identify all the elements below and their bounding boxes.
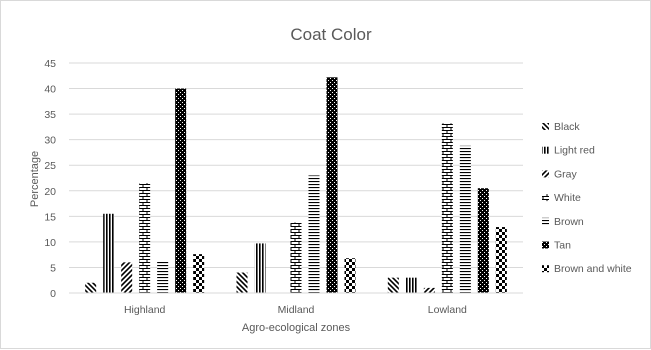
legend-swatch — [542, 217, 549, 225]
bar-midland-brown-and-white — [344, 258, 356, 293]
bar-midland-white — [290, 222, 302, 293]
y-tick-label: 45 — [44, 58, 56, 70]
x-tick-label: Midland — [278, 304, 315, 316]
legend-label: Brown — [554, 216, 584, 228]
bar-midland-brown — [308, 175, 320, 293]
x-axis-title: Agro-ecological zones — [242, 322, 351, 334]
bar-highland-tan — [175, 88, 187, 293]
bar-lowland-brown-and-white — [495, 227, 507, 293]
legend-label: Light red — [554, 145, 595, 157]
y-tick-label: 10 — [44, 237, 56, 249]
y-tick-label: 30 — [44, 135, 56, 147]
legend-label: Tan — [554, 240, 571, 252]
chart-title: Coat Color — [290, 25, 372, 44]
y-tick-label: 25 — [44, 160, 56, 172]
bar-midland-black — [236, 272, 248, 293]
legend-label: Gray — [554, 168, 578, 180]
y-tick-label: 40 — [44, 84, 56, 96]
x-tick-label: Highland — [124, 304, 166, 316]
bar-highland-white — [139, 183, 151, 293]
bar-lowland-gray — [423, 287, 435, 293]
bar-lowland-light-red — [405, 277, 417, 293]
y-axis-title: Percentage — [29, 151, 41, 207]
y-tick-label: 35 — [44, 109, 56, 121]
legend-swatch — [542, 146, 549, 154]
bar-highland-black — [85, 282, 97, 293]
bar-highland-brown-and-white — [193, 254, 205, 293]
bar-midland-light-red — [254, 243, 266, 293]
bar-lowland-brown — [459, 145, 471, 293]
bar-highland-brown — [157, 260, 169, 293]
bars — [69, 77, 523, 294]
x-tick-label: Lowland — [428, 304, 467, 316]
legend-label: Brown and white — [554, 263, 632, 275]
legend-label: White — [554, 192, 581, 204]
bar-midland-tan — [326, 77, 338, 293]
bar-lowland-black — [387, 277, 399, 293]
bar-lowland-tan — [477, 188, 489, 293]
y-tick-label: 5 — [50, 262, 56, 274]
y-axis-ticks: 0 5 10 15 20 25 30 35 40 45 — [44, 58, 56, 300]
legend-swatch — [542, 265, 549, 273]
y-tick-label: 20 — [44, 186, 56, 198]
legend-swatch — [542, 241, 549, 249]
legend: Black Light red Gray White Brown Tan Brown and… — [542, 121, 632, 275]
y-tick-label: 0 — [50, 288, 56, 300]
legend-swatch — [542, 123, 549, 130]
bar-lowland-white — [441, 123, 453, 293]
legend-swatch — [542, 194, 549, 202]
legend-swatch — [542, 170, 549, 178]
legend-label: Black — [554, 121, 580, 133]
y-tick-label: 15 — [44, 211, 56, 223]
bar-highland-light-red — [103, 213, 115, 293]
bar-highland-gray — [121, 262, 133, 293]
x-axis-ticks: Highland Midland Lowland — [124, 304, 467, 316]
